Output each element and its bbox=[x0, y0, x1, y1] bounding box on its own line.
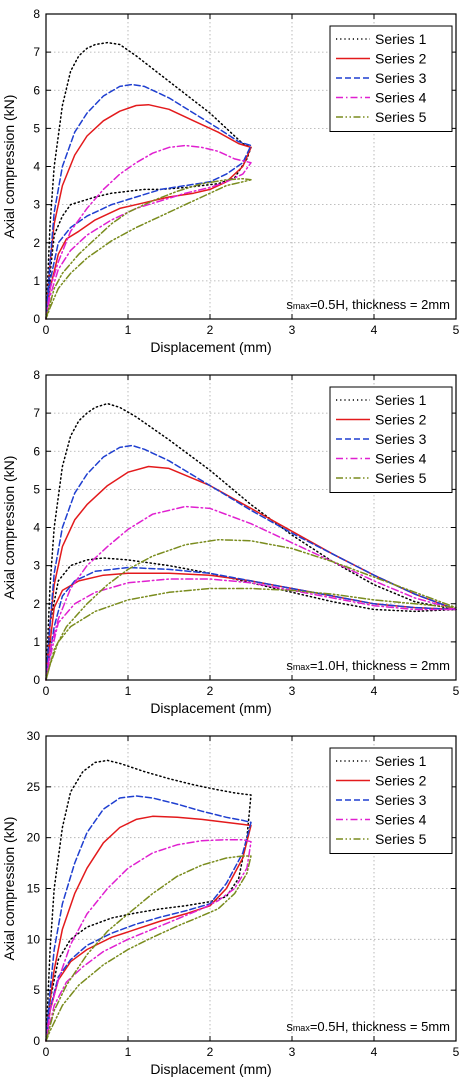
y-tick-label: 0 bbox=[33, 312, 40, 326]
y-tick-label: 20 bbox=[27, 831, 41, 845]
y-tick-label: 5 bbox=[33, 983, 40, 997]
x-tick-label: 4 bbox=[371, 1045, 378, 1059]
x-tick-label: 5 bbox=[453, 1045, 459, 1059]
plot-area bbox=[45, 41, 252, 320]
legend-label-2: Series 2 bbox=[375, 773, 427, 789]
series-line-2 bbox=[45, 815, 252, 1042]
series-line-5 bbox=[45, 177, 252, 320]
x-tick-label: 0 bbox=[43, 684, 50, 698]
series-line-2 bbox=[45, 103, 252, 320]
plot-area bbox=[45, 402, 457, 681]
y-tick-label: 4 bbox=[33, 160, 40, 174]
x-tick-label: 4 bbox=[371, 684, 378, 698]
series-line-2 bbox=[45, 465, 457, 681]
chart-panel-1: 0 1 2 3 4 5 0 1 2 3 4 5 6 7 8 Displacement (mm) Axial co… bbox=[0, 0, 459, 362]
plot-area bbox=[45, 759, 252, 1042]
grid bbox=[46, 375, 456, 680]
x-tick-label: 3 bbox=[289, 684, 296, 698]
series-line-3 bbox=[45, 444, 457, 681]
legend-label-5: Series 5 bbox=[375, 109, 427, 125]
legend-label-2: Series 2 bbox=[375, 412, 427, 428]
series-line-3 bbox=[45, 83, 252, 320]
x-tick-label: 1 bbox=[125, 323, 132, 337]
legend-label-1: Series 1 bbox=[375, 31, 427, 47]
legend-label-3: Series 3 bbox=[375, 792, 427, 808]
chart-annotation: smax=0.5H, thickness = 2mm bbox=[286, 297, 450, 312]
legend-label-2: Series 2 bbox=[375, 51, 427, 67]
y-tick-label: 3 bbox=[33, 198, 40, 212]
series-line-4 bbox=[45, 505, 457, 681]
x-tick-label: 4 bbox=[371, 323, 378, 337]
y-axis-label: Axial compression (kN) bbox=[1, 95, 17, 239]
x-tick-label: 2 bbox=[207, 323, 214, 337]
y-tick-label: 30 bbox=[27, 729, 41, 743]
x-tick-label: 1 bbox=[125, 684, 132, 698]
series-line-5 bbox=[45, 538, 457, 681]
y-tick-label: 6 bbox=[33, 83, 40, 97]
chart-panel-3: 0 1 2 3 4 5 0 5 10 15 20 25 30 Displacement (mm) Axial… bbox=[0, 722, 459, 1084]
x-tick-label: 0 bbox=[43, 1045, 50, 1059]
y-axis-label: Axial compression (kN) bbox=[1, 817, 17, 961]
y-tick-label: 15 bbox=[27, 882, 41, 896]
y-tick-label: 5 bbox=[33, 482, 40, 496]
legend-box bbox=[329, 386, 453, 493]
series-line-4 bbox=[45, 838, 252, 1042]
series-line-1 bbox=[45, 759, 252, 1042]
x-tick-label: 3 bbox=[289, 323, 296, 337]
y-tick-label: 5 bbox=[33, 121, 40, 135]
chart-svg: 0 1 2 3 4 5 0 1 2 3 4 5 6 7 8 Displacement (mm) Axial co… bbox=[1, 368, 459, 716]
grid bbox=[46, 736, 456, 1041]
series-line-5 bbox=[45, 855, 252, 1042]
axes: 0 1 2 3 4 5 0 1 2 3 4 5 6 7 8 bbox=[33, 7, 459, 337]
y-tick-label: 4 bbox=[33, 521, 40, 535]
y-tick-label: 0 bbox=[33, 1034, 40, 1048]
axes: 0 1 2 3 4 5 0 5 10 15 20 25 30 bbox=[27, 729, 459, 1059]
x-tick-label: 3 bbox=[289, 1045, 296, 1059]
x-axis-label: Displacement (mm) bbox=[150, 339, 271, 355]
x-tick-label: 0 bbox=[43, 323, 50, 337]
legend-label-3: Series 3 bbox=[375, 70, 427, 86]
y-tick-label: 6 bbox=[33, 444, 40, 458]
y-tick-label: 8 bbox=[33, 7, 40, 21]
x-tick-label: 5 bbox=[453, 684, 459, 698]
x-tick-label: 2 bbox=[207, 684, 214, 698]
legend-label-4: Series 4 bbox=[375, 812, 427, 828]
y-tick-label: 3 bbox=[33, 559, 40, 573]
legend-label-5: Series 5 bbox=[375, 470, 427, 486]
x-tick-label: 1 bbox=[125, 1045, 132, 1059]
legend-label-4: Series 4 bbox=[375, 90, 427, 106]
y-tick-label: 1 bbox=[33, 274, 40, 288]
series-line-3 bbox=[45, 795, 252, 1042]
chart-annotation: smax=0.5H, thickness = 5mm bbox=[286, 1019, 450, 1034]
x-tick-label: 2 bbox=[207, 1045, 214, 1059]
y-tick-label: 2 bbox=[33, 236, 40, 250]
legend: Series 1 Series 2 Series 3 Series 4 Series 5 bbox=[329, 25, 453, 132]
legend-label-4: Series 4 bbox=[375, 451, 427, 467]
y-tick-label: 25 bbox=[27, 780, 41, 794]
y-axis-label: Axial compression (kN) bbox=[1, 456, 17, 600]
axes: 0 1 2 3 4 5 0 1 2 3 4 5 6 7 8 bbox=[33, 368, 459, 698]
y-tick-label: 8 bbox=[33, 368, 40, 382]
y-tick-label: 1 bbox=[33, 635, 40, 649]
legend-label-1: Series 1 bbox=[375, 753, 427, 769]
legend-label-1: Series 1 bbox=[375, 392, 427, 408]
grid bbox=[46, 14, 456, 319]
legend-label-5: Series 5 bbox=[375, 831, 427, 847]
chart-svg: 0 1 2 3 4 5 0 1 2 3 4 5 6 7 8 Displacement (mm) Axial co… bbox=[1, 7, 459, 355]
y-tick-label: 7 bbox=[33, 45, 40, 59]
y-tick-label: 2 bbox=[33, 597, 40, 611]
chart-panel-2: 0 1 2 3 4 5 0 1 2 3 4 5 6 7 8 Displacement (mm) Axial co… bbox=[0, 361, 459, 723]
series-line-4 bbox=[45, 144, 252, 320]
x-tick-label: 5 bbox=[453, 323, 459, 337]
x-axis-label: Displacement (mm) bbox=[150, 700, 271, 716]
legend: Series 1 Series 2 Series 3 Series 4 Series 5 bbox=[329, 386, 453, 493]
x-axis-label: Displacement (mm) bbox=[150, 1061, 271, 1077]
chart-annotation: smax=1.0H, thickness = 2mm bbox=[286, 658, 450, 673]
y-tick-label: 0 bbox=[33, 673, 40, 687]
legend: Series 1 Series 2 Series 3 Series 4 Series 5 bbox=[329, 747, 453, 854]
legend-label-3: Series 3 bbox=[375, 431, 427, 447]
y-tick-label: 10 bbox=[27, 932, 41, 946]
chart-svg: 0 1 2 3 4 5 0 5 10 15 20 25 30 Displacement (mm) Axial… bbox=[1, 729, 459, 1077]
y-tick-label: 7 bbox=[33, 406, 40, 420]
